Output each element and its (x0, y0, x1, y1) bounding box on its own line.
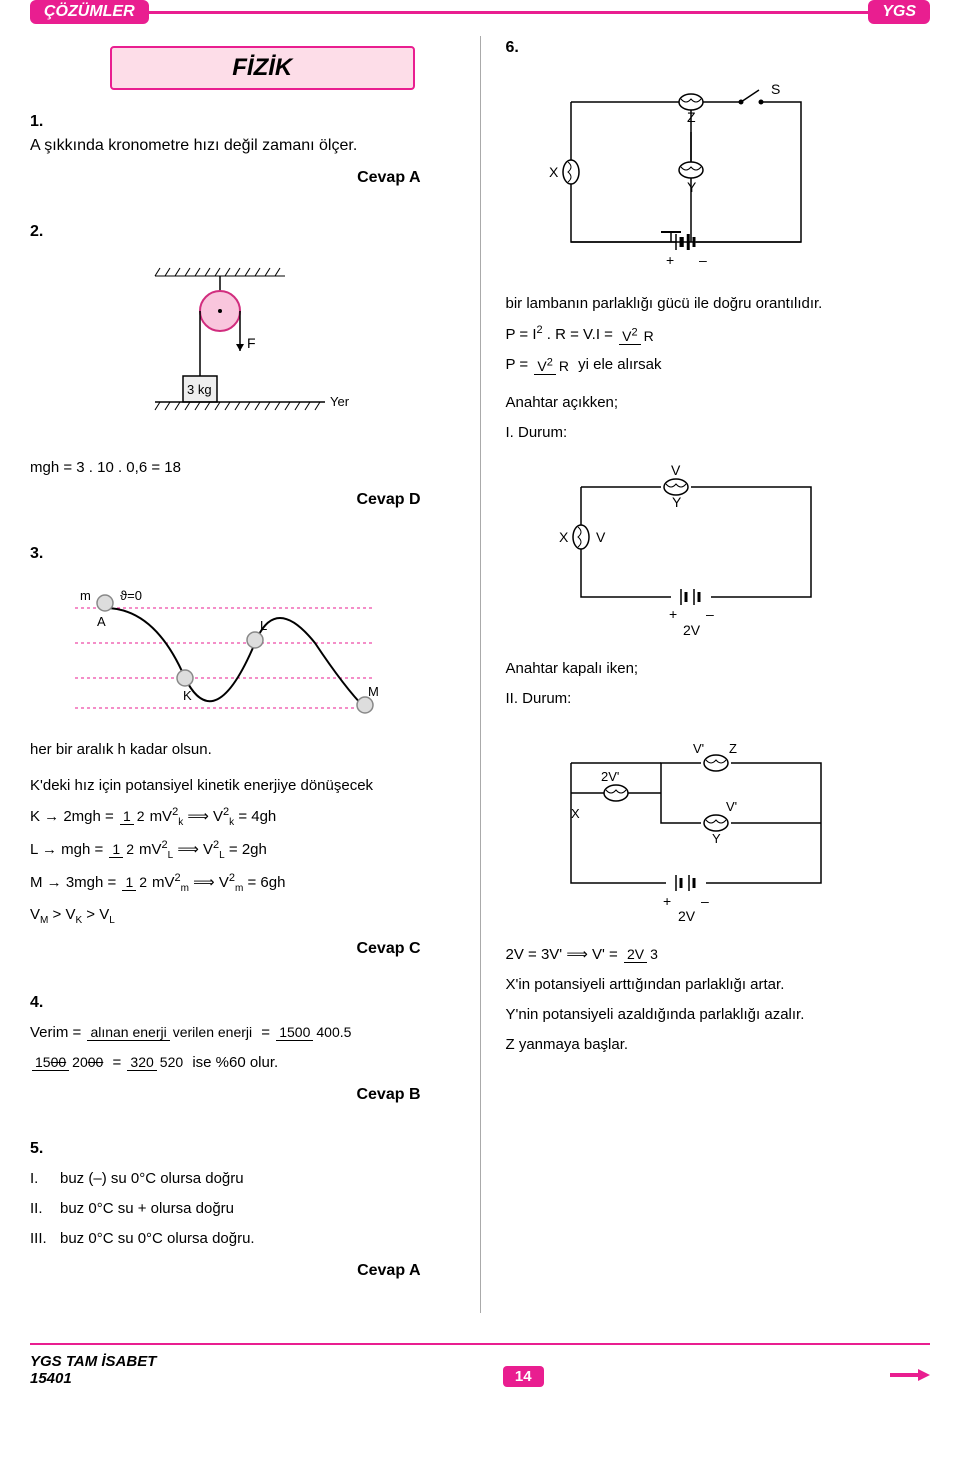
q6-line-y: Y'nin potansiyeli azaldığında parlaklığı… (506, 1003, 897, 1027)
q6-eq-p: P = I2 . R = V.I = V2R (506, 322, 897, 347)
subject-title: FİZİK (110, 46, 415, 90)
q3-ineq: VM > VK > VL (30, 903, 421, 929)
brand-vertical-text: AHİ ADAM YAYINCILIK (465, 490, 495, 613)
q6-eq-2v: 2V = 3V' ⟹ V' = 2V3 (506, 943, 897, 967)
svg-text:K: K (183, 688, 192, 703)
q6-eq-p2: P = V2R yi ele alırsak (506, 353, 897, 377)
q3-body: m ϑ=0 A K L M her bir aralık h kadar ols… (30, 566, 421, 961)
footer-page-number: 14 (503, 1366, 544, 1387)
svg-text:Yer: Yer (330, 394, 350, 409)
q6-circuit-3: Z V' Y V' (506, 723, 897, 931)
svg-text:V: V (671, 462, 681, 478)
svg-text:Z: Z (729, 741, 737, 756)
q3-eqK: K → 2mgh = 12mV2k ⟹ V2k = 4gh (30, 804, 421, 831)
q3-eqL: L → mgh = 12mV2L ⟹ V2L = 2gh (30, 837, 421, 864)
q6-circuit-1: Z S (506, 72, 897, 280)
q6-intro: bir lambanın parlaklığı gücü ile doğru o… (506, 292, 897, 316)
svg-text:X: X (559, 529, 569, 545)
q6-durum1: I. Durum: (506, 421, 897, 445)
q2-answer: Cevap D (30, 488, 421, 512)
header-divider-line (149, 11, 869, 14)
q4-answer: Cevap B (30, 1083, 421, 1107)
svg-text:A: A (97, 614, 106, 629)
svg-text:L: L (260, 618, 267, 633)
q6-line-x: X'in potansiyeli arttığından parlaklığı … (506, 973, 897, 997)
q1-number: 1. (30, 110, 60, 134)
svg-text:Y: Y (712, 831, 721, 846)
question-5: 5. I.buz (–) su 0°C olursa doğru II.buz … (30, 1137, 455, 1283)
q2-body: F 3 kg (30, 244, 421, 512)
svg-text:X: X (571, 806, 580, 821)
q3-note: her bir aralık h kadar olsun. (30, 738, 421, 762)
svg-text:M: M (368, 684, 379, 699)
question-4: 4. Verim = alınan enerjiverilen enerji =… (30, 991, 455, 1107)
q5-body: I.buz (–) su 0°C olursa doğru II.buz 0°C… (30, 1161, 421, 1283)
q5-III: III.buz 0°C su 0°C olursa doğru. (30, 1227, 421, 1251)
svg-text:+: + (663, 893, 671, 909)
q1-answer: Cevap A (30, 166, 421, 190)
q3-text2: K'deki hız için potansiyel kinetik enerj… (30, 774, 421, 798)
q2-number: 2. (30, 220, 60, 244)
q5-answer: Cevap A (30, 1259, 421, 1283)
footer-series: YGS TAM İSABET (30, 1353, 156, 1370)
q2-equation: mgh = 3 . 10 . 0,6 = 18 (30, 456, 421, 480)
left-column: FİZİK 1. A şıkkında kronometre hızı deği… (30, 36, 455, 1313)
q5-II: II.buz 0°C su + olursa doğru (30, 1197, 421, 1221)
q4-line2: 15002000 = 320520 ise %60 olur. (30, 1051, 421, 1075)
q4-body: Verim = alınan enerjiverilen enerji = 15… (30, 1015, 421, 1107)
svg-text:–: – (699, 252, 707, 268)
q6-line-z: Z yanmaya başlar. (506, 1033, 897, 1057)
question-1: 1. A şıkkında kronometre hızı değil zama… (30, 110, 455, 190)
page-header: ÇÖZÜMLER YGS (30, 0, 930, 24)
svg-text:V': V' (693, 741, 704, 756)
svg-text:Y: Y (687, 179, 697, 195)
q6-circuit-2: Y V X V + (506, 457, 897, 645)
svg-text:–: – (706, 606, 714, 622)
q6-anahtar-kapali: Anahtar kapalı iken; (506, 657, 897, 681)
q4-line1: Verim = alınan enerjiverilen enerji = 15… (30, 1021, 421, 1045)
q5-number: 5. (30, 1137, 60, 1161)
main-columns: FİZİK 1. A şıkkında kronometre hızı deği… (30, 36, 930, 1313)
page-footer: YGS TAM İSABET 15401 14 (30, 1343, 930, 1387)
svg-text:S: S (771, 81, 780, 97)
q4-number: 4. (30, 991, 60, 1015)
q1-text: A şıkkında kronometre hızı değil zamanı … (30, 137, 357, 154)
svg-text:2V: 2V (683, 622, 701, 637)
q6-body: Z S (506, 60, 897, 1063)
q6-anahtar-acik: Anahtar açıkken; (506, 391, 897, 415)
header-left-pill: ÇÖZÜMLER (30, 0, 149, 24)
svg-text:2V': 2V' (601, 769, 619, 784)
q3-eqM: M → 3mgh = 12mV2m ⟹ V2m = 6gh (30, 870, 421, 897)
question-6: 6. Z (506, 36, 931, 1063)
svg-text:F: F (247, 335, 256, 351)
right-column: 6. Z (506, 36, 931, 1313)
svg-text:Y: Y (672, 494, 682, 510)
footer-left: YGS TAM İSABET 15401 (30, 1353, 156, 1387)
svg-text:ϑ=0: ϑ=0 (120, 588, 142, 603)
question-2: 2. (30, 220, 455, 512)
footer-code: 15401 (30, 1370, 156, 1387)
svg-text:2V: 2V (678, 908, 696, 923)
svg-text:m: m (80, 588, 91, 603)
svg-text:+: + (666, 252, 674, 268)
svg-text:X: X (549, 164, 559, 180)
q1-body: A şıkkında kronometre hızı değil zamanı … (30, 134, 421, 190)
svg-text:V: V (596, 529, 606, 545)
q3-answer: Cevap C (30, 937, 421, 961)
svg-text:+: + (669, 606, 677, 622)
q2-figure: F 3 kg (30, 256, 421, 444)
question-3: 3. (30, 542, 455, 961)
q6-number: 6. (506, 36, 536, 60)
svg-text:–: – (701, 893, 709, 909)
header-right-pill: YGS (868, 0, 930, 24)
column-divider (480, 36, 481, 1313)
q3-figure: m ϑ=0 A K L M (30, 578, 421, 726)
svg-text:V': V' (726, 799, 737, 814)
q5-I: I.buz (–) su 0°C olursa doğru (30, 1167, 421, 1191)
q3-number: 3. (30, 542, 60, 566)
q6-durum2: II. Durum: (506, 687, 897, 711)
footer-arrow-icon (890, 1367, 930, 1387)
svg-text:3 kg: 3 kg (187, 382, 212, 397)
